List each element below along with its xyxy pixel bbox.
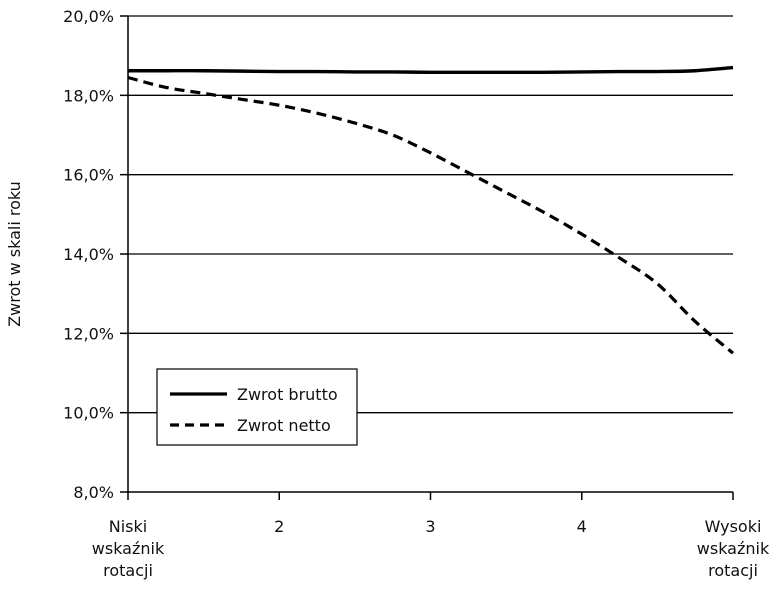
legend-label: Zwrot brutto [237,385,338,404]
y-tick-label: 14,0% [63,245,114,264]
y-tick-label: 12,0% [63,324,114,343]
y-axis-title: Zwrot w skali roku [5,181,24,327]
x-tick-label: 2 [274,517,284,536]
y-tick-label: 10,0% [63,404,114,423]
legend-label: Zwrot netto [237,416,331,435]
y-tick-label: 18,0% [63,86,114,105]
x-ticks: Niski wskaźnik rotacji 2 3 4 Wysoki wskaźnik rot… [92,492,770,580]
y-ticks: 8,0% 10,0% 12,0% 14,0% 16,0% 18,0% 20,0% [63,7,128,502]
x-tick-label: 4 [577,517,587,536]
series [127,65,735,355]
series-line-gross [128,65,734,75]
x-tick-label: Wysoki wskaźnik rotacji [697,517,770,580]
legend-box [156,368,358,446]
x-tick-label: Niski wskaźnik rotacji [92,517,165,580]
y-tick-label: 20,0% [63,7,114,26]
y-tick-label: 16,0% [63,166,114,185]
gridlines [128,15,733,414]
y-tick-label: 8,0% [73,483,114,502]
x-tick-label: 3 [425,517,435,536]
series-line-net [127,75,735,355]
legend: Zwrot brutto Zwrot netto [156,368,358,446]
